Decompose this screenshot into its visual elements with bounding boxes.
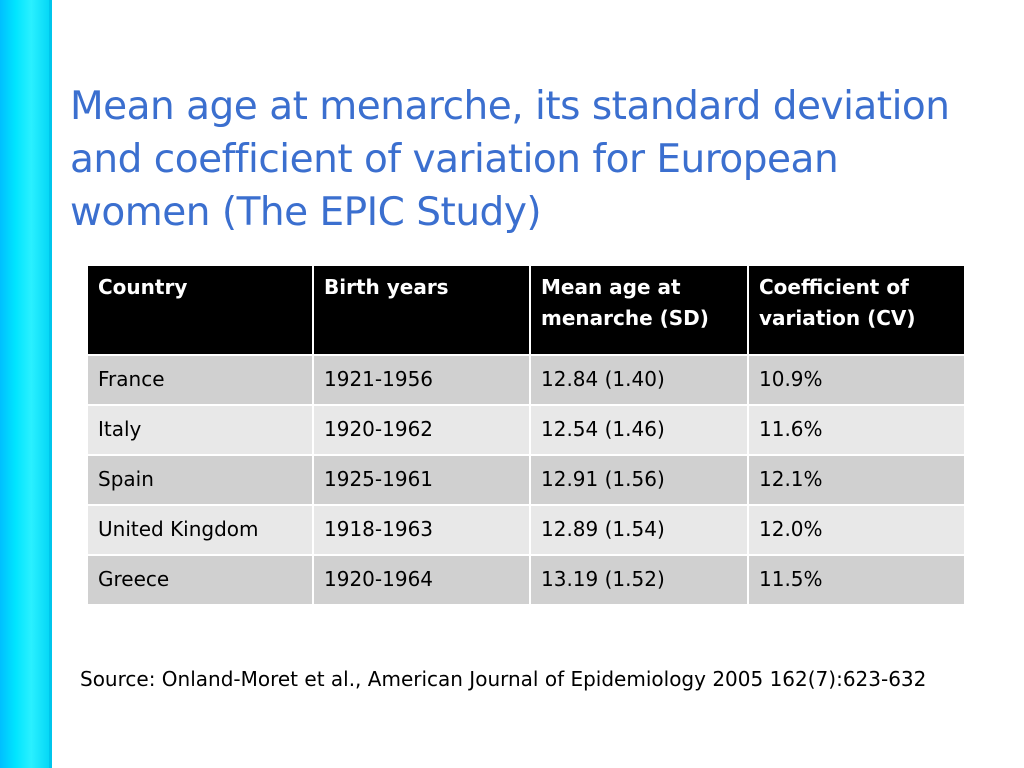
cell-birth-years: 1920-1962 <box>312 404 531 456</box>
table-body: France 1921-1956 12.84 (1.40) 10.9% Ital… <box>86 354 966 606</box>
cell-mean-age: 12.89 (1.54) <box>529 504 749 556</box>
decorative-side-bar <box>0 0 52 768</box>
header-country: Country <box>86 264 314 356</box>
menarche-table: Country Birth years Mean age at menarche… <box>86 264 966 606</box>
cell-country: United Kingdom <box>86 504 314 556</box>
header-cv: Coefficient of variation (CV) <box>747 264 966 356</box>
slide-title: Mean age at menarche, its standard devia… <box>70 84 950 235</box>
source-citation: Source: Onland-Moret et al., American Jo… <box>80 667 927 691</box>
header-birth-years: Birth years <box>312 264 531 356</box>
table-row: Spain 1925-1961 12.91 (1.56) 12.1% <box>86 454 966 506</box>
table-header: Country Birth years Mean age at menarche… <box>86 264 966 356</box>
header-row: Country Birth years Mean age at menarche… <box>86 264 966 356</box>
cell-cv: 12.1% <box>747 454 966 506</box>
cell-cv: 12.0% <box>747 504 966 556</box>
cell-mean-age: 12.84 (1.40) <box>529 354 749 406</box>
cell-country: Greece <box>86 554 314 606</box>
cell-cv: 11.6% <box>747 404 966 456</box>
cell-birth-years: 1918-1963 <box>312 504 531 556</box>
cell-birth-years: 1925-1961 <box>312 454 531 506</box>
cell-cv: 10.9% <box>747 354 966 406</box>
table-row: United Kingdom 1918-1963 12.89 (1.54) 12… <box>86 504 966 556</box>
cell-mean-age: 12.91 (1.56) <box>529 454 749 506</box>
cell-mean-age: 12.54 (1.46) <box>529 404 749 456</box>
cell-country: France <box>86 354 314 406</box>
cell-birth-years: 1921-1956 <box>312 354 531 406</box>
cell-mean-age: 13.19 (1.52) <box>529 554 749 606</box>
cell-cv: 11.5% <box>747 554 966 606</box>
header-mean-age: Mean age at menarche (SD) <box>529 264 749 356</box>
cell-birth-years: 1920-1964 <box>312 554 531 606</box>
table-row: Greece 1920-1964 13.19 (1.52) 11.5% <box>86 554 966 606</box>
cell-country: Italy <box>86 404 314 456</box>
table-row: France 1921-1956 12.84 (1.40) 10.9% <box>86 354 966 406</box>
cell-country: Spain <box>86 454 314 506</box>
table-row: Italy 1920-1962 12.54 (1.46) 11.6% <box>86 404 966 456</box>
